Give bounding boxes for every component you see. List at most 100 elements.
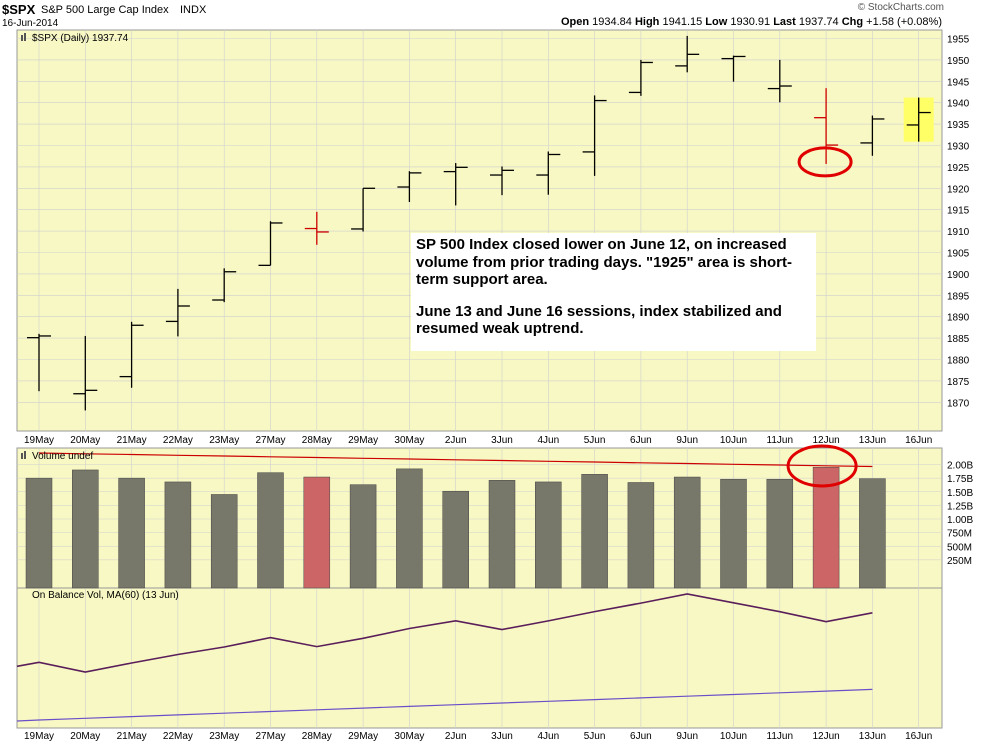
date-tick-label-bottom: 9Jun: [676, 731, 698, 742]
price-tick-label: 1945: [947, 77, 970, 88]
date-tick-label: 11Jun: [767, 435, 794, 446]
open-label: Open: [560, 16, 590, 28]
ohlc-bar: [443, 163, 468, 206]
ohlc-bar: [628, 59, 653, 96]
chg-label: Chg: [841, 16, 864, 28]
security-name: S&P 500 Large Cap Index: [41, 4, 169, 16]
price-legend: $SPX (Daily) 1937.74: [32, 33, 129, 44]
volume-bar: [164, 481, 192, 589]
date-tick-label-bottom: 6Jun: [630, 731, 652, 742]
annotation-line-2: June 13 and June 16 sessions, index stab…: [416, 302, 782, 338]
date-tick-label-bottom: 2Jun: [445, 731, 467, 742]
price-tick-label: 1920: [947, 184, 970, 195]
price-tick-label: 1915: [947, 206, 970, 217]
date-tick-label: 29May: [348, 435, 378, 446]
ohlc-bar: [490, 166, 514, 196]
date-tick-label-bottom: 16Jun: [905, 731, 932, 742]
date-tick-label-bottom: 20May: [70, 731, 100, 742]
volume-tick-label: 1.00B: [947, 515, 973, 526]
low-label: Low: [705, 16, 728, 28]
volume-tick-label: 1.25B: [947, 501, 973, 512]
obv-legend: On Balance Vol, MA(60) (13 Jun): [32, 590, 179, 601]
price-tick-label: 1870: [947, 398, 970, 409]
volume-bar: [396, 468, 423, 589]
date-tick-label: 20May: [70, 435, 100, 446]
date-tick-label: 9Jun: [676, 435, 698, 446]
chart-date: 16-Jun-2014: [2, 18, 59, 29]
volume-tick-label: 1.50B: [947, 488, 973, 499]
annotation-box: SP 500 Index closed lower on June 12, on…: [411, 233, 816, 351]
price-tick-label: 1895: [947, 291, 970, 302]
ohlc-bar: [258, 221, 283, 266]
price-tick-label: 1930: [947, 142, 970, 153]
volume-bar: [118, 477, 145, 589]
date-tick-label: 22May: [163, 435, 193, 446]
ohlc-bar: [304, 211, 329, 245]
ohlc-bar: [536, 151, 561, 195]
obv-panel: [16, 587, 943, 729]
volume-bar: [303, 476, 331, 589]
volume-tick-label: 500M: [947, 542, 972, 553]
date-tick-label: 30May: [394, 435, 424, 446]
date-tick-label: 16Jun: [905, 435, 932, 446]
date-tick-label-bottom: 30May: [394, 731, 424, 742]
ohlc-bar: [721, 55, 746, 82]
volume-bar: [581, 474, 608, 589]
price-tick-label: 1890: [947, 313, 970, 324]
volume-panel: [16, 447, 943, 589]
date-tick-label-bottom: 23May: [209, 731, 239, 742]
date-tick-label: 6Jun: [630, 435, 652, 446]
volume-tick-label: 750M: [947, 529, 972, 540]
date-tick-label: 10Jun: [720, 435, 747, 446]
support-highlight-ring: [797, 146, 853, 178]
volume-bar: [210, 494, 238, 589]
volume-bar: [257, 472, 284, 589]
annotation-line-1: SP 500 Index closed lower on June 12, on…: [416, 236, 793, 289]
price-tick-label: 1950: [947, 56, 970, 67]
volume-bar: [535, 481, 562, 589]
date-tick-label: 2Jun: [445, 435, 467, 446]
date-tick-label-bottom: 10Jun: [720, 731, 747, 742]
price-tick-label: 1925: [947, 163, 970, 174]
exchange-label: INDX: [180, 4, 207, 16]
date-tick-label-bottom: 19May: [24, 731, 54, 742]
volume-bar: [72, 469, 99, 589]
ohlc-bar: [212, 268, 237, 303]
high-label: High: [634, 16, 660, 28]
volume-bar: [673, 476, 701, 589]
date-tick-label-bottom: 22May: [163, 731, 193, 742]
brand-label: © StockCharts.com: [857, 2, 944, 13]
price-tick-label: 1935: [947, 120, 970, 131]
volume-tick-label: 250M: [947, 556, 972, 567]
ohlc-bar: [73, 335, 98, 411]
price-tick-label: 1905: [947, 249, 970, 260]
open-value: 1934.84: [592, 16, 632, 28]
legend-icon: [21, 33, 26, 459]
date-tick-label: 27May: [255, 435, 285, 446]
price-tick-label: 1955: [947, 35, 970, 46]
volume-bar: [442, 490, 469, 589]
price-tick-label: 1940: [947, 99, 970, 110]
date-tick-label-bottom: 3Jun: [491, 731, 513, 742]
ohlc-readout: Open 1934.84 High 1941.15 Low 1930.91 La…: [561, 16, 942, 28]
price-tick-label: 1910: [947, 227, 970, 238]
volume-tick-label: 2.00B: [947, 461, 973, 472]
ohlc-bar: [860, 115, 885, 156]
date-tick-label: 3Jun: [491, 435, 513, 446]
chg-value: +1.58 (+0.08%): [866, 16, 942, 28]
volume-legend: Volume undef: [32, 451, 93, 462]
ohlc-bar: [165, 288, 190, 337]
ohlc-bar: [27, 333, 51, 392]
ohlc-bar: [351, 187, 376, 232]
last-label: Last: [773, 16, 796, 28]
date-tick-label-bottom: 29May: [348, 731, 378, 742]
ohlc-bar: [119, 321, 144, 388]
volume-bar: [627, 482, 655, 589]
volume-ma-line: [38, 452, 873, 468]
price-tick-label: 1880: [947, 356, 970, 367]
volume-bar: [720, 478, 747, 589]
volume-bar: [488, 480, 516, 589]
obv-line: [16, 593, 873, 673]
ohlc-bar: [675, 35, 700, 73]
